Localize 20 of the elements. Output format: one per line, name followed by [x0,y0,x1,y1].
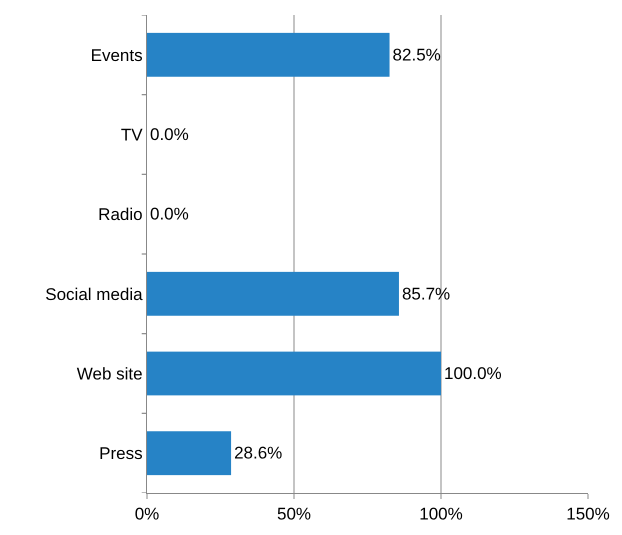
data-label: 0.0% [150,125,189,144]
bar [147,352,441,396]
y-tick-label: Web site [76,364,143,384]
y-tick-label: Events [90,46,143,65]
x-tick-label: 100% [419,504,463,524]
x-tick-label: 150% [566,504,610,524]
y-tick-label: Press [99,444,143,464]
y-tick-label: TV [120,125,144,144]
bar [147,431,232,476]
data-label: 82.5% [392,45,441,64]
data-label: 85.7% [402,284,450,304]
bar [147,32,390,77]
data-label: 28.6% [234,444,282,463]
data-label: 0.0% [150,204,189,224]
y-tick-label: Social media [45,284,144,304]
x-tick-label: 0% [134,504,160,524]
bar [147,272,399,316]
y-tick-label: Radio [98,205,143,224]
data-label: 100.0% [444,364,502,383]
x-tick-label: 50% [276,504,312,524]
